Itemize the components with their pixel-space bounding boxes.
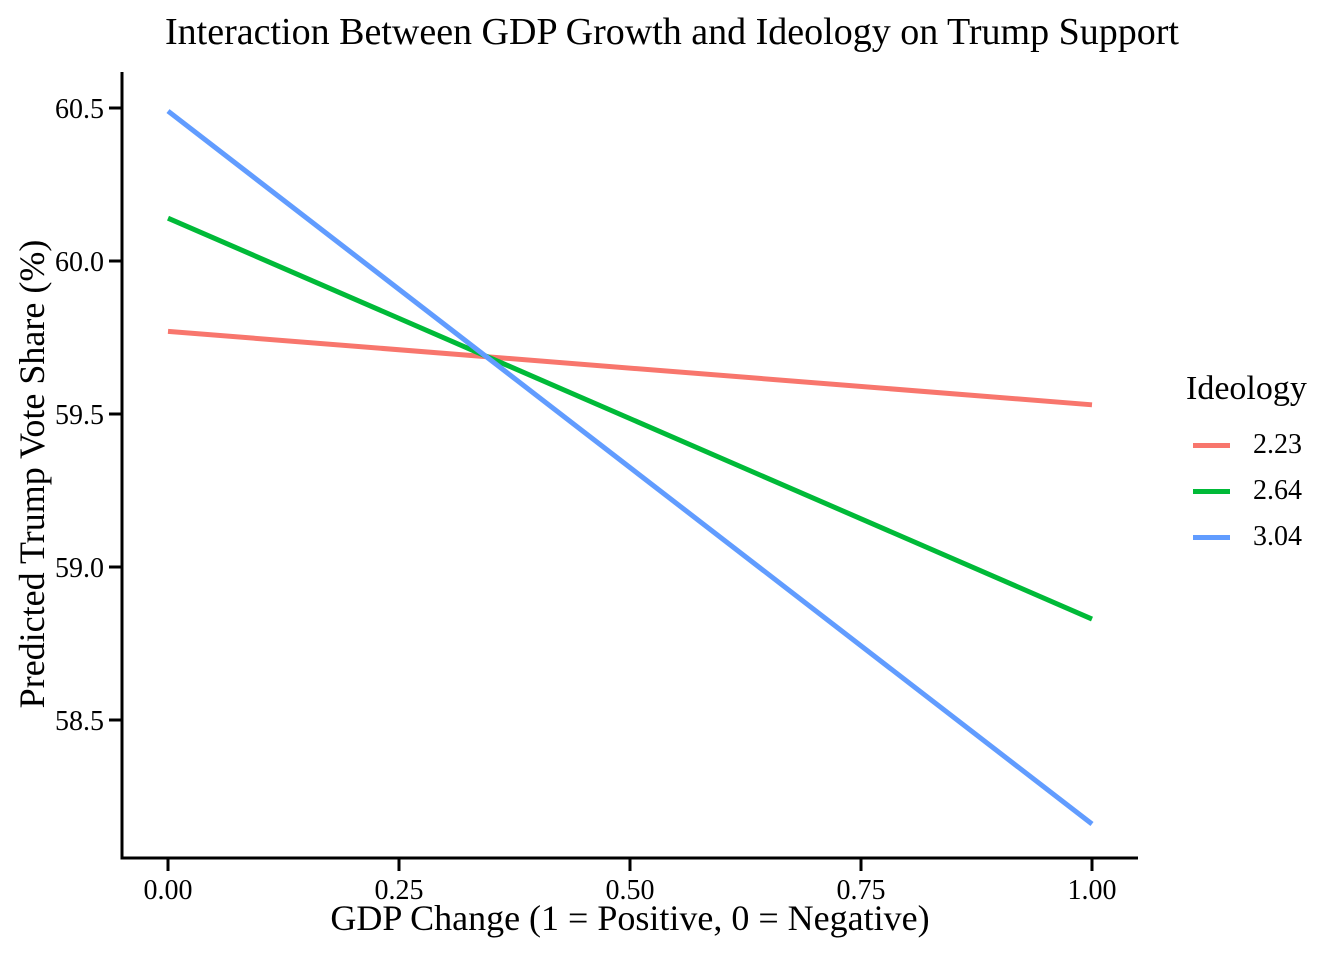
legend-label: 2.23 — [1253, 429, 1302, 460]
legend-item: 2.23 — [1186, 422, 1307, 468]
y-tick-label: 60.0 — [55, 247, 104, 278]
legend-label: 3.04 — [1253, 521, 1302, 552]
x-tick-label: 0.50 — [606, 875, 655, 906]
legend-key-line — [1193, 534, 1230, 540]
x-tick-label: 0.00 — [144, 875, 193, 906]
legend-title: Ideology — [1186, 370, 1307, 407]
legend-items: 2.23 2.64 3.04 — [1186, 422, 1307, 560]
legend-key-line — [1193, 442, 1230, 448]
x-tick-label: 0.75 — [837, 875, 886, 906]
y-axis-title: Predicted Trump Vote Share (%) — [12, 239, 52, 709]
legend-key-line — [1193, 488, 1230, 494]
y-tick-label: 59.5 — [55, 400, 104, 431]
legend-item: 2.64 — [1186, 468, 1307, 514]
x-axis-title: GDP Change (1 = Positive, 0 = Negative) — [330, 898, 930, 938]
x-tick-label: 1.00 — [1068, 875, 1117, 906]
y-tick-label: 59.0 — [55, 553, 104, 584]
y-tick-label: 58.5 — [55, 706, 104, 737]
series-line — [166, 109, 1094, 827]
chart-title: Interaction Between GDP Growth and Ideol… — [165, 11, 1179, 53]
legend-label: 2.64 — [1253, 475, 1302, 506]
legend-item: 3.04 — [1186, 514, 1307, 560]
x-tick-label: 0.25 — [375, 875, 424, 906]
legend: Ideology 2.23 2.64 3.04 — [1186, 370, 1307, 560]
series-line — [167, 215, 1093, 622]
series-line — [167, 328, 1093, 408]
y-tick-label: 60.5 — [55, 94, 104, 125]
